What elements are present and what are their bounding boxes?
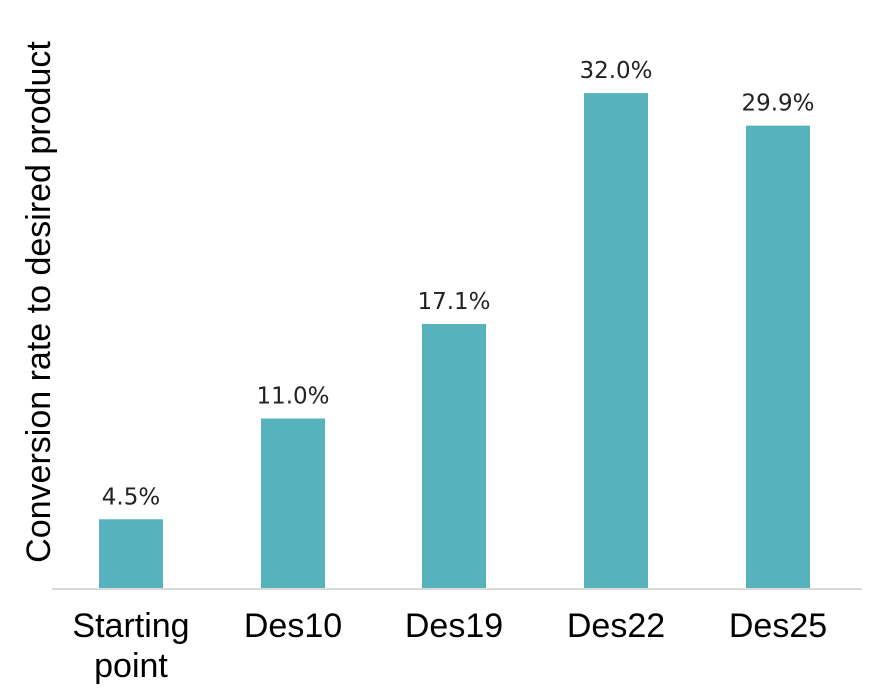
bars-group: [99, 93, 810, 590]
bar-value-label-1: 11.0%: [256, 384, 329, 410]
x-tick-label-0-0: Starting: [72, 607, 189, 645]
x-tick-label-2-0: Des19: [405, 607, 503, 645]
bar-value-label-0: 4.5%: [102, 484, 160, 510]
x-tick-label-1-0: Des10: [244, 607, 342, 645]
bar-value-label-4: 29.9%: [741, 91, 814, 117]
bar-value-label-3: 32.0%: [579, 58, 652, 84]
y-axis-title: Conversion rate to desired product: [20, 41, 58, 563]
bar-3: [584, 93, 648, 589]
x-tick-label-4-0: Des25: [729, 607, 827, 645]
bar-0: [99, 519, 163, 589]
value-labels-group: 4.5% 11.0% 17.1% 32.0% 29.9%: [102, 58, 815, 510]
x-tick-label-3-0: Des22: [567, 607, 665, 645]
bar-4: [746, 125, 810, 590]
x-tick-label-0-1: point: [94, 647, 168, 685]
bar-2: [422, 324, 486, 589]
bar-1: [261, 418, 325, 589]
bar-value-label-2: 17.1%: [417, 289, 490, 315]
